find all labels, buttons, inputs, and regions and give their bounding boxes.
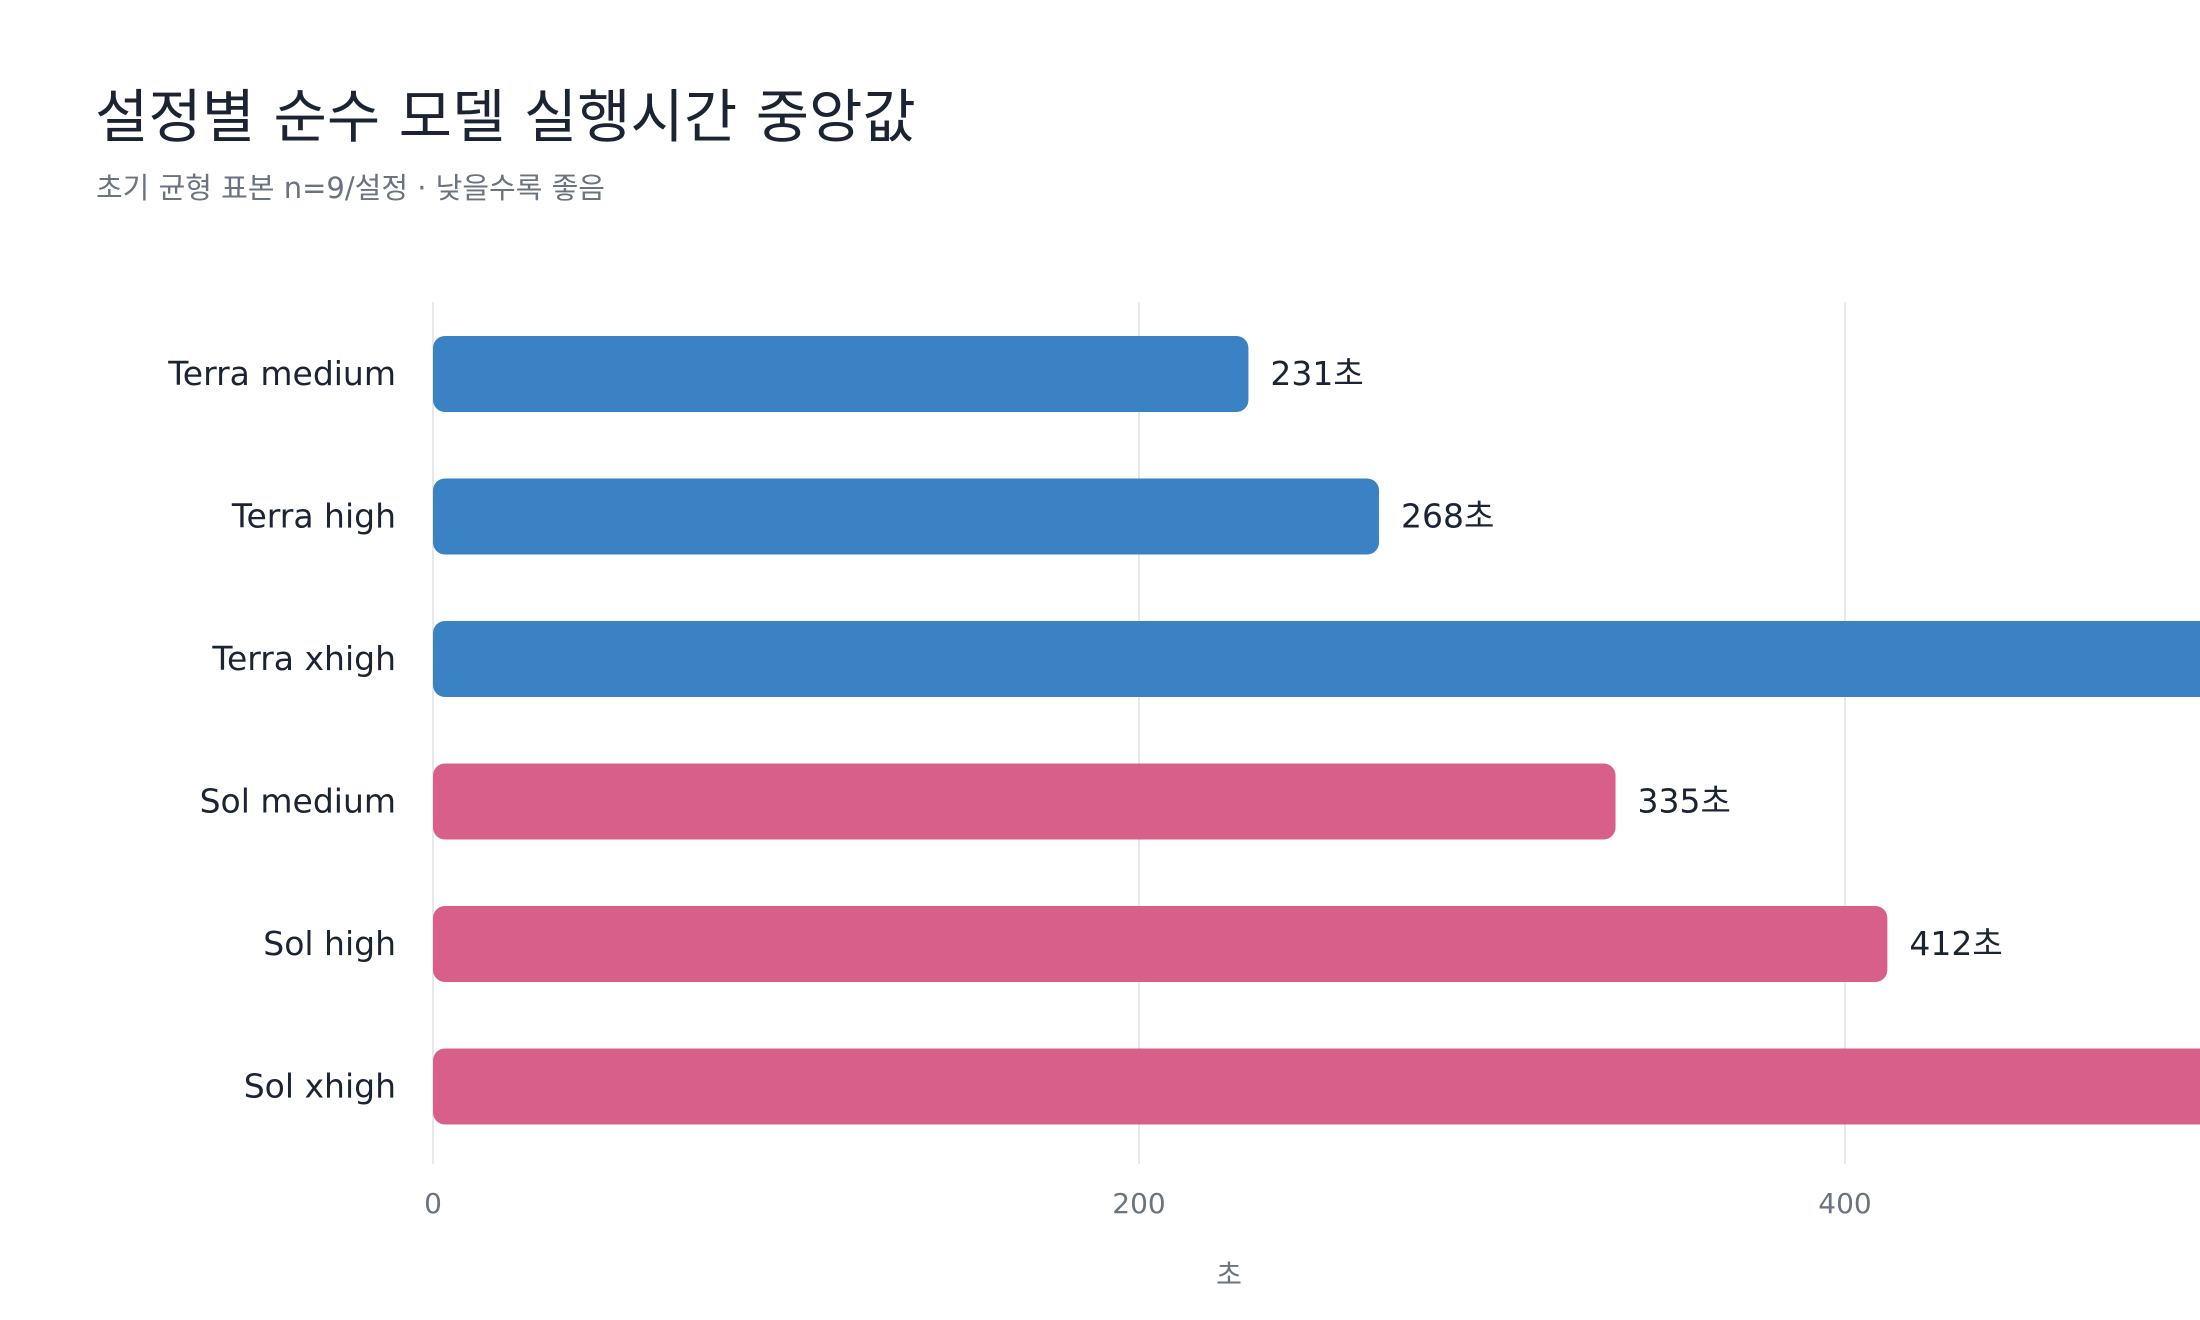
chart-title: 설정별 순수 모델 실행시간 중앙값 bbox=[95, 83, 916, 151]
category-label: Sol high bbox=[263, 924, 396, 963]
category-label: Sol medium bbox=[200, 782, 396, 821]
x-axis-title: 초 bbox=[1216, 1258, 1242, 1291]
bar bbox=[433, 1048, 2200, 1125]
category-label: Terra high bbox=[231, 497, 396, 536]
value-label: 335초 bbox=[1638, 782, 1731, 821]
bar bbox=[433, 336, 1249, 412]
x-tick-label: 200 bbox=[1112, 1187, 1165, 1220]
category-label: Sol xhigh bbox=[244, 1067, 396, 1106]
value-label: 231초 bbox=[1270, 354, 1363, 393]
x-tick-label: 0 bbox=[424, 1187, 442, 1220]
bar bbox=[433, 478, 1380, 555]
chart-subtitle: 초기 균형 표본 n=9/설정 · 낮을수록 좋음 bbox=[96, 171, 605, 205]
x-tick-label: 400 bbox=[1818, 1187, 1871, 1220]
category-label: Terra xhigh bbox=[211, 639, 396, 678]
bar bbox=[433, 906, 1888, 982]
value-label: 412초 bbox=[1909, 924, 2002, 963]
bar bbox=[433, 763, 1616, 840]
category-label: Terra medium bbox=[167, 354, 396, 393]
bar bbox=[433, 621, 2200, 697]
value-label: 268초 bbox=[1401, 497, 1494, 536]
